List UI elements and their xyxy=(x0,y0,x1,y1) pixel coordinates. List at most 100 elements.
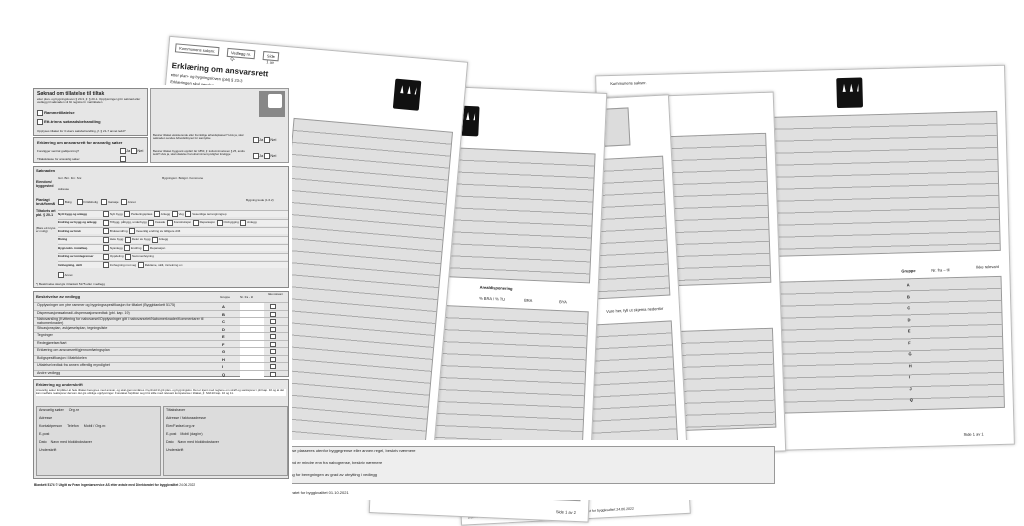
vedlegg-nr-input[interactable] xyxy=(240,363,264,370)
vedlegg-nr-input[interactable] xyxy=(240,318,264,325)
tiltak-option[interactable]: Vesentlige terrenginngrep xyxy=(185,211,227,217)
tiltak-row: Riving Hele bygg Deler av bygg Anlegg xyxy=(58,235,288,243)
not-relevant-checkbox[interactable] xyxy=(270,311,276,317)
not-relevant-checkbox[interactable] xyxy=(270,371,276,377)
formal-options[interactable]: Bolig Fritidsbolig Garasje Annet xyxy=(58,199,136,205)
tiltak-option[interactable]: Nyanlegg xyxy=(103,245,123,251)
header-right: Berører tiltaket eksisterende eller frem… xyxy=(150,88,289,163)
arbeid-yesno[interactable]: Ja Nei xyxy=(253,137,276,143)
tiltak-option[interactable]: Konstruksjon xyxy=(166,219,191,226)
vedlegg-text: Uttalelse/vedtak fra annen offentlig myn… xyxy=(37,363,110,368)
field-label: Org.nr xyxy=(68,408,79,412)
tiltak-option[interactable]: Anlegg xyxy=(154,211,170,217)
field-label: Mobil / Org.nr. xyxy=(83,424,107,428)
eiendom-cols: Gnr. Bnr. Fnr. Snr. Bygningsnr. Bolignr. … xyxy=(58,176,204,180)
not-relevant-checkbox[interactable] xyxy=(270,364,276,369)
vedlegg-nr-input[interactable] xyxy=(240,340,264,347)
vedlegg-nr-input[interactable] xyxy=(240,310,264,317)
vedlegg-text: Tegninger xyxy=(37,333,53,338)
annet-option[interactable]: Annet xyxy=(58,272,73,278)
vedlegg-text: Nabovarsling (Kvittering for nabovarsel/… xyxy=(37,317,204,325)
vedlegg-nr-input[interactable] xyxy=(240,355,264,362)
field-label: Eier/Fødsel.org.nr xyxy=(166,424,195,428)
vedlegg-nr-input[interactable] xyxy=(240,325,264,332)
not-relevant-checkbox[interactable] xyxy=(270,334,276,339)
signature-right[interactable]: Tiltakshaver Adresse / fakturaadresse Ei… xyxy=(163,406,288,476)
option-ett-trinns[interactable]: Ett-trinns søknadsbehandling xyxy=(37,119,101,125)
vedlegg-text: Dispensasjonssøknad/-dispensasjonsvedtak… xyxy=(37,310,130,315)
vedlegg-nr-input[interactable] xyxy=(240,348,264,355)
group-letter: C xyxy=(907,305,911,311)
vedlegg-row: Boligspesifikasjon i Matrikkelen H xyxy=(34,354,288,362)
field-label: Adresse xyxy=(39,416,53,420)
group-letter: A xyxy=(906,282,910,288)
tiltak-option[interactable]: Deler av bygg xyxy=(125,236,150,243)
vedlegg-value: Q- xyxy=(230,56,236,62)
tiltak-option[interactable]: Fasade xyxy=(148,219,165,226)
logo xyxy=(836,77,864,109)
col-group: Gruppe xyxy=(220,295,231,299)
tiltak-option[interactable]: Vesentlig endring av tidligere drift xyxy=(129,228,180,234)
soknaden-section: Søknaden Eiendom/ byggested Gnr. Bnr. Fn… xyxy=(33,166,289,288)
vedlegg-nr-input[interactable] xyxy=(240,333,264,340)
tiltak-option[interactable]: Hele bygg xyxy=(103,236,123,243)
central-yes[interactable]: Ja Nei xyxy=(120,148,143,154)
kultur-yesno[interactable]: Ja Nei xyxy=(253,153,276,159)
vedlegg-section: Beskrivelse av vedlegg Gruppe Nr. fra - … xyxy=(33,291,289,377)
tiltak-option[interactable]: Oppdeling xyxy=(103,253,124,260)
tiltak-option[interactable]: Anlegg xyxy=(240,219,257,226)
not-relevant-checkbox[interactable] xyxy=(270,341,276,347)
line: Vis en underlag for beregningen av grad … xyxy=(267,472,378,477)
field-label: E-post xyxy=(39,432,50,436)
tiltak-row: Endring av tomtegrenser Oppdeling Sammen… xyxy=(58,252,288,260)
tiltak-option[interactable]: Bruksendring xyxy=(103,228,128,234)
tiltak-option[interactable]: Reparasjon xyxy=(143,245,165,251)
tiltak-note: (Bare ett kryss er mulig) xyxy=(36,226,56,234)
signature-left[interactable]: Ansvarlig søker Org.nr Adresse Kontaktpe… xyxy=(36,406,161,476)
tiltak-option[interactable]: Ombygging xyxy=(216,219,239,226)
option-rammetillatelse[interactable]: Rammetillatelse xyxy=(37,110,75,116)
line: Skal bebyggelse plasseres utenfor byggeg… xyxy=(267,448,416,453)
tiltak-option[interactable]: Innhegning mot veg xyxy=(103,262,136,268)
field-label: Underskrift xyxy=(166,448,184,452)
vedlegg-nr-input[interactable] xyxy=(240,303,264,310)
page-number: Side 1 av 1 xyxy=(963,431,984,437)
vedlegg-row: Erklæring om ansvarsrett/gjennomføringsp… xyxy=(34,347,288,355)
not-relevant-checkbox[interactable] xyxy=(270,356,276,362)
not-relevant-checkbox[interactable] xyxy=(270,319,276,324)
vedlegg-row: Uttalelse/vedtak fra annen offentlig myn… xyxy=(34,362,288,370)
question-deadline: Opplyses tiltaket for 3 ukers saksbehand… xyxy=(37,129,126,133)
tiltak-row: Bygn.tekn. installasj. Nyanlegg Endring … xyxy=(58,244,288,251)
vedlegg-nr-input[interactable] xyxy=(240,370,264,377)
tiltak-option[interactable]: Veg xyxy=(171,211,184,217)
not-relevant-checkbox[interactable] xyxy=(270,326,276,332)
footnote: *) Beskrivelse skal gis i blankett 5175 … xyxy=(36,282,105,286)
field-label: Tiltakshaver xyxy=(166,408,186,412)
section-title: Beskrivelse av vedlegg xyxy=(36,294,81,299)
tiltak-row: Innhegning, skilt Innhegning mot veg Rek… xyxy=(58,261,288,268)
tiltak-option[interactable]: Reparasjon xyxy=(192,219,215,226)
class-input[interactable] xyxy=(120,156,126,162)
tiltak-option[interactable]: Anlegg xyxy=(152,236,168,243)
vedlegg-row: Opplysninger om ytre rammer og bygningss… xyxy=(34,302,288,310)
tiltak-option[interactable]: Nytt bygg xyxy=(103,211,123,217)
vedlegg-text: Situasjonsplan, avkjørselsplan, tegnings… xyxy=(37,325,108,330)
not-relevant-checkbox[interactable] xyxy=(270,304,276,309)
tiltak-option[interactable]: Sammenføyning xyxy=(125,253,154,260)
tiltak-option[interactable]: Parkeringsplass xyxy=(124,211,152,217)
tiltak-option[interactable]: Tilbygg, påbygg, underbygg xyxy=(103,219,147,226)
not-relevant-checkbox[interactable] xyxy=(270,349,276,354)
declaration-text: Ansvarlig søker forplikter at hele tilta… xyxy=(36,388,286,396)
header-box: Søknad om tillatelse til tiltak etter pl… xyxy=(33,88,148,136)
vedlegg-row: Situasjonsplan, avkjørselsplan, tegnings… xyxy=(34,324,288,332)
vedlegg-group: B xyxy=(222,311,225,317)
group-letter: E xyxy=(907,328,911,334)
vedlegg-text: Boligspesifikasjon i Matrikkelen xyxy=(37,355,87,360)
vedlegg-group: C xyxy=(222,319,225,324)
vedlegg-group: G xyxy=(222,349,226,354)
tiltak-option[interactable]: Endring xyxy=(124,245,141,251)
q-class: Tiltaksklasse for ansvarlig søker xyxy=(37,157,80,161)
q-arbeidsplasser: Berører tiltaket eksisterende eller frem… xyxy=(153,133,244,141)
vedlegg-text: Andre vedlegg xyxy=(37,370,61,375)
tiltak-option[interactable]: Reklame, skilt, innretning o.l. xyxy=(137,262,183,268)
